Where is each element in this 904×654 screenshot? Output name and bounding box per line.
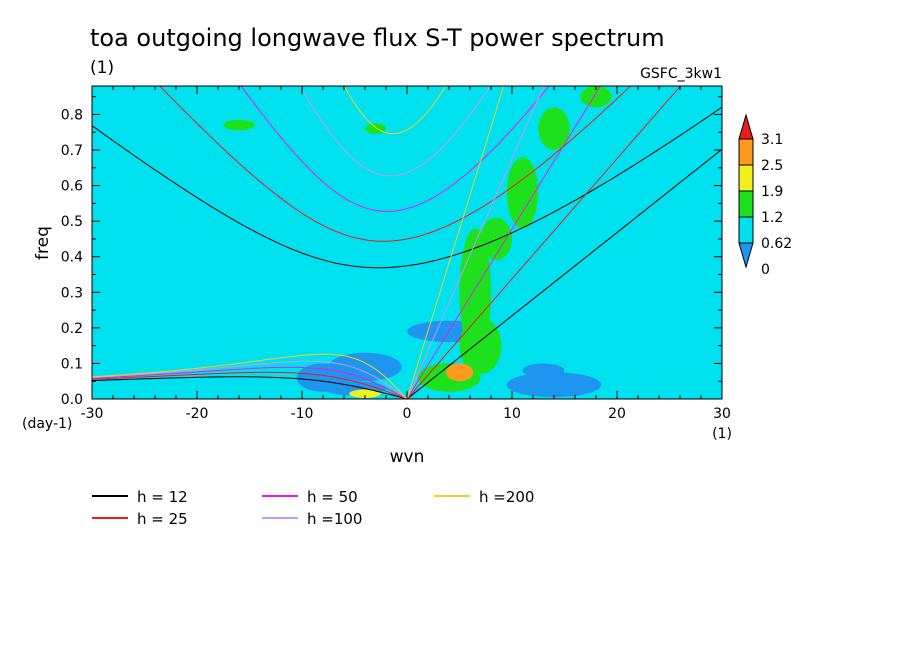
colorbar-label: 1.9: [761, 184, 783, 200]
run-label: GSFC_3kw1: [640, 66, 722, 82]
colorbar-label: 0: [761, 262, 770, 278]
dispersion-curve-rossby: [92, 376, 408, 399]
high-power-region: [538, 107, 570, 151]
colorbar-swatch: [738, 216, 754, 244]
x-tick-label: -30: [81, 406, 104, 422]
y-tick-label: 0.5: [61, 214, 83, 230]
contour-field: [92, 86, 722, 399]
high-power-region: [480, 217, 512, 261]
legend-label: h = 50: [307, 488, 358, 506]
high-power-region: [365, 123, 386, 135]
low-power-region: [522, 363, 565, 378]
dispersion-curve-kelvin: [406, 86, 602, 399]
dispersion-curve-rossby: [92, 371, 408, 399]
colorbar-swatch: [738, 164, 754, 192]
y-tick-label: 0.0: [61, 392, 83, 408]
colorbar-label: 2.5: [761, 158, 783, 174]
colorbar-extend-high: [738, 113, 754, 140]
x-tick-label: 0: [403, 406, 412, 422]
x-axis-unit: (1): [712, 426, 732, 442]
y-tick-label: 0.6: [61, 179, 83, 195]
y-tick-label: 0.3: [61, 285, 83, 301]
low-power-region: [506, 372, 602, 398]
x-tick-label: 10: [503, 406, 521, 422]
high-power-region: [459, 317, 502, 375]
dispersion-curve-kelvin: [406, 86, 545, 399]
legend-label: h = 25: [137, 510, 188, 528]
legend: h = 12 h = 25 h = 50 h =100 h =200: [92, 488, 534, 528]
colorbar: 3.1 2.5 1.9 1.2 0.62 0: [738, 113, 792, 278]
dispersion-curves: [92, 86, 722, 399]
colorbar-label: 3.1: [761, 132, 783, 148]
high-power-region: [506, 157, 539, 229]
dispersion-curve-kelvin: [406, 86, 505, 399]
y-tick-label: 0.2: [61, 321, 83, 337]
low-power-region: [328, 352, 402, 382]
dispersion-curve-gravity: [299, 86, 491, 177]
x-tick-label: -10: [291, 406, 314, 422]
high-power-region: [223, 119, 255, 131]
peak-power-region: [449, 366, 470, 378]
field-background: [92, 86, 722, 399]
x-tick-label: 30: [713, 406, 731, 422]
dispersion-curve-rossby: [92, 353, 408, 399]
colorbar-swatch: [738, 190, 754, 218]
dispersion-curve-gravity: [159, 86, 632, 242]
y-axis-unit: (day-1): [22, 416, 72, 432]
y-axis-label: freq: [33, 226, 53, 260]
x-tick-label: 20: [608, 406, 626, 422]
dispersion-curve-rossby: [92, 366, 408, 399]
legend-label: h =100: [307, 510, 362, 528]
y-tick-label: 0.1: [61, 356, 83, 372]
colorbar-swatch: [738, 138, 754, 166]
x-tick-label: -20: [186, 406, 209, 422]
legend-label: h = 12: [137, 488, 188, 506]
colorbar-label: 0.62: [761, 236, 792, 252]
chart-subtitle: (1): [90, 58, 114, 78]
plot-area: [92, 86, 722, 399]
colorbar-label: 1.2: [761, 210, 783, 226]
x-axis-label: wvn: [390, 447, 425, 467]
colorbar-extend-low: [738, 242, 754, 269]
dispersion-curve-kelvin: [406, 86, 682, 399]
dispersion-curve-gravity: [92, 106, 722, 269]
peak-power-region: [349, 389, 381, 398]
dispersion-curve-kelvin: [406, 148, 722, 399]
dispersion-curve-gravity: [240, 86, 550, 212]
legend-label: h =200: [479, 488, 534, 506]
chart-title: toa outgoing longwave flux S-T power spe…: [90, 24, 665, 52]
high-power-region: [580, 86, 612, 108]
dispersion-curve-gravity: [343, 86, 447, 135]
y-tick-label: 0.7: [61, 143, 83, 159]
dispersion-curve-rossby: [92, 360, 408, 399]
y-tick-label: 0.8: [61, 107, 83, 123]
y-tick-label: 0.4: [61, 250, 83, 266]
axes: -30 -20 -10 0 10 20 30 0.0 0.1 0.2 0.3 0.4 0.5 0.6 0.7…: [61, 85, 731, 422]
